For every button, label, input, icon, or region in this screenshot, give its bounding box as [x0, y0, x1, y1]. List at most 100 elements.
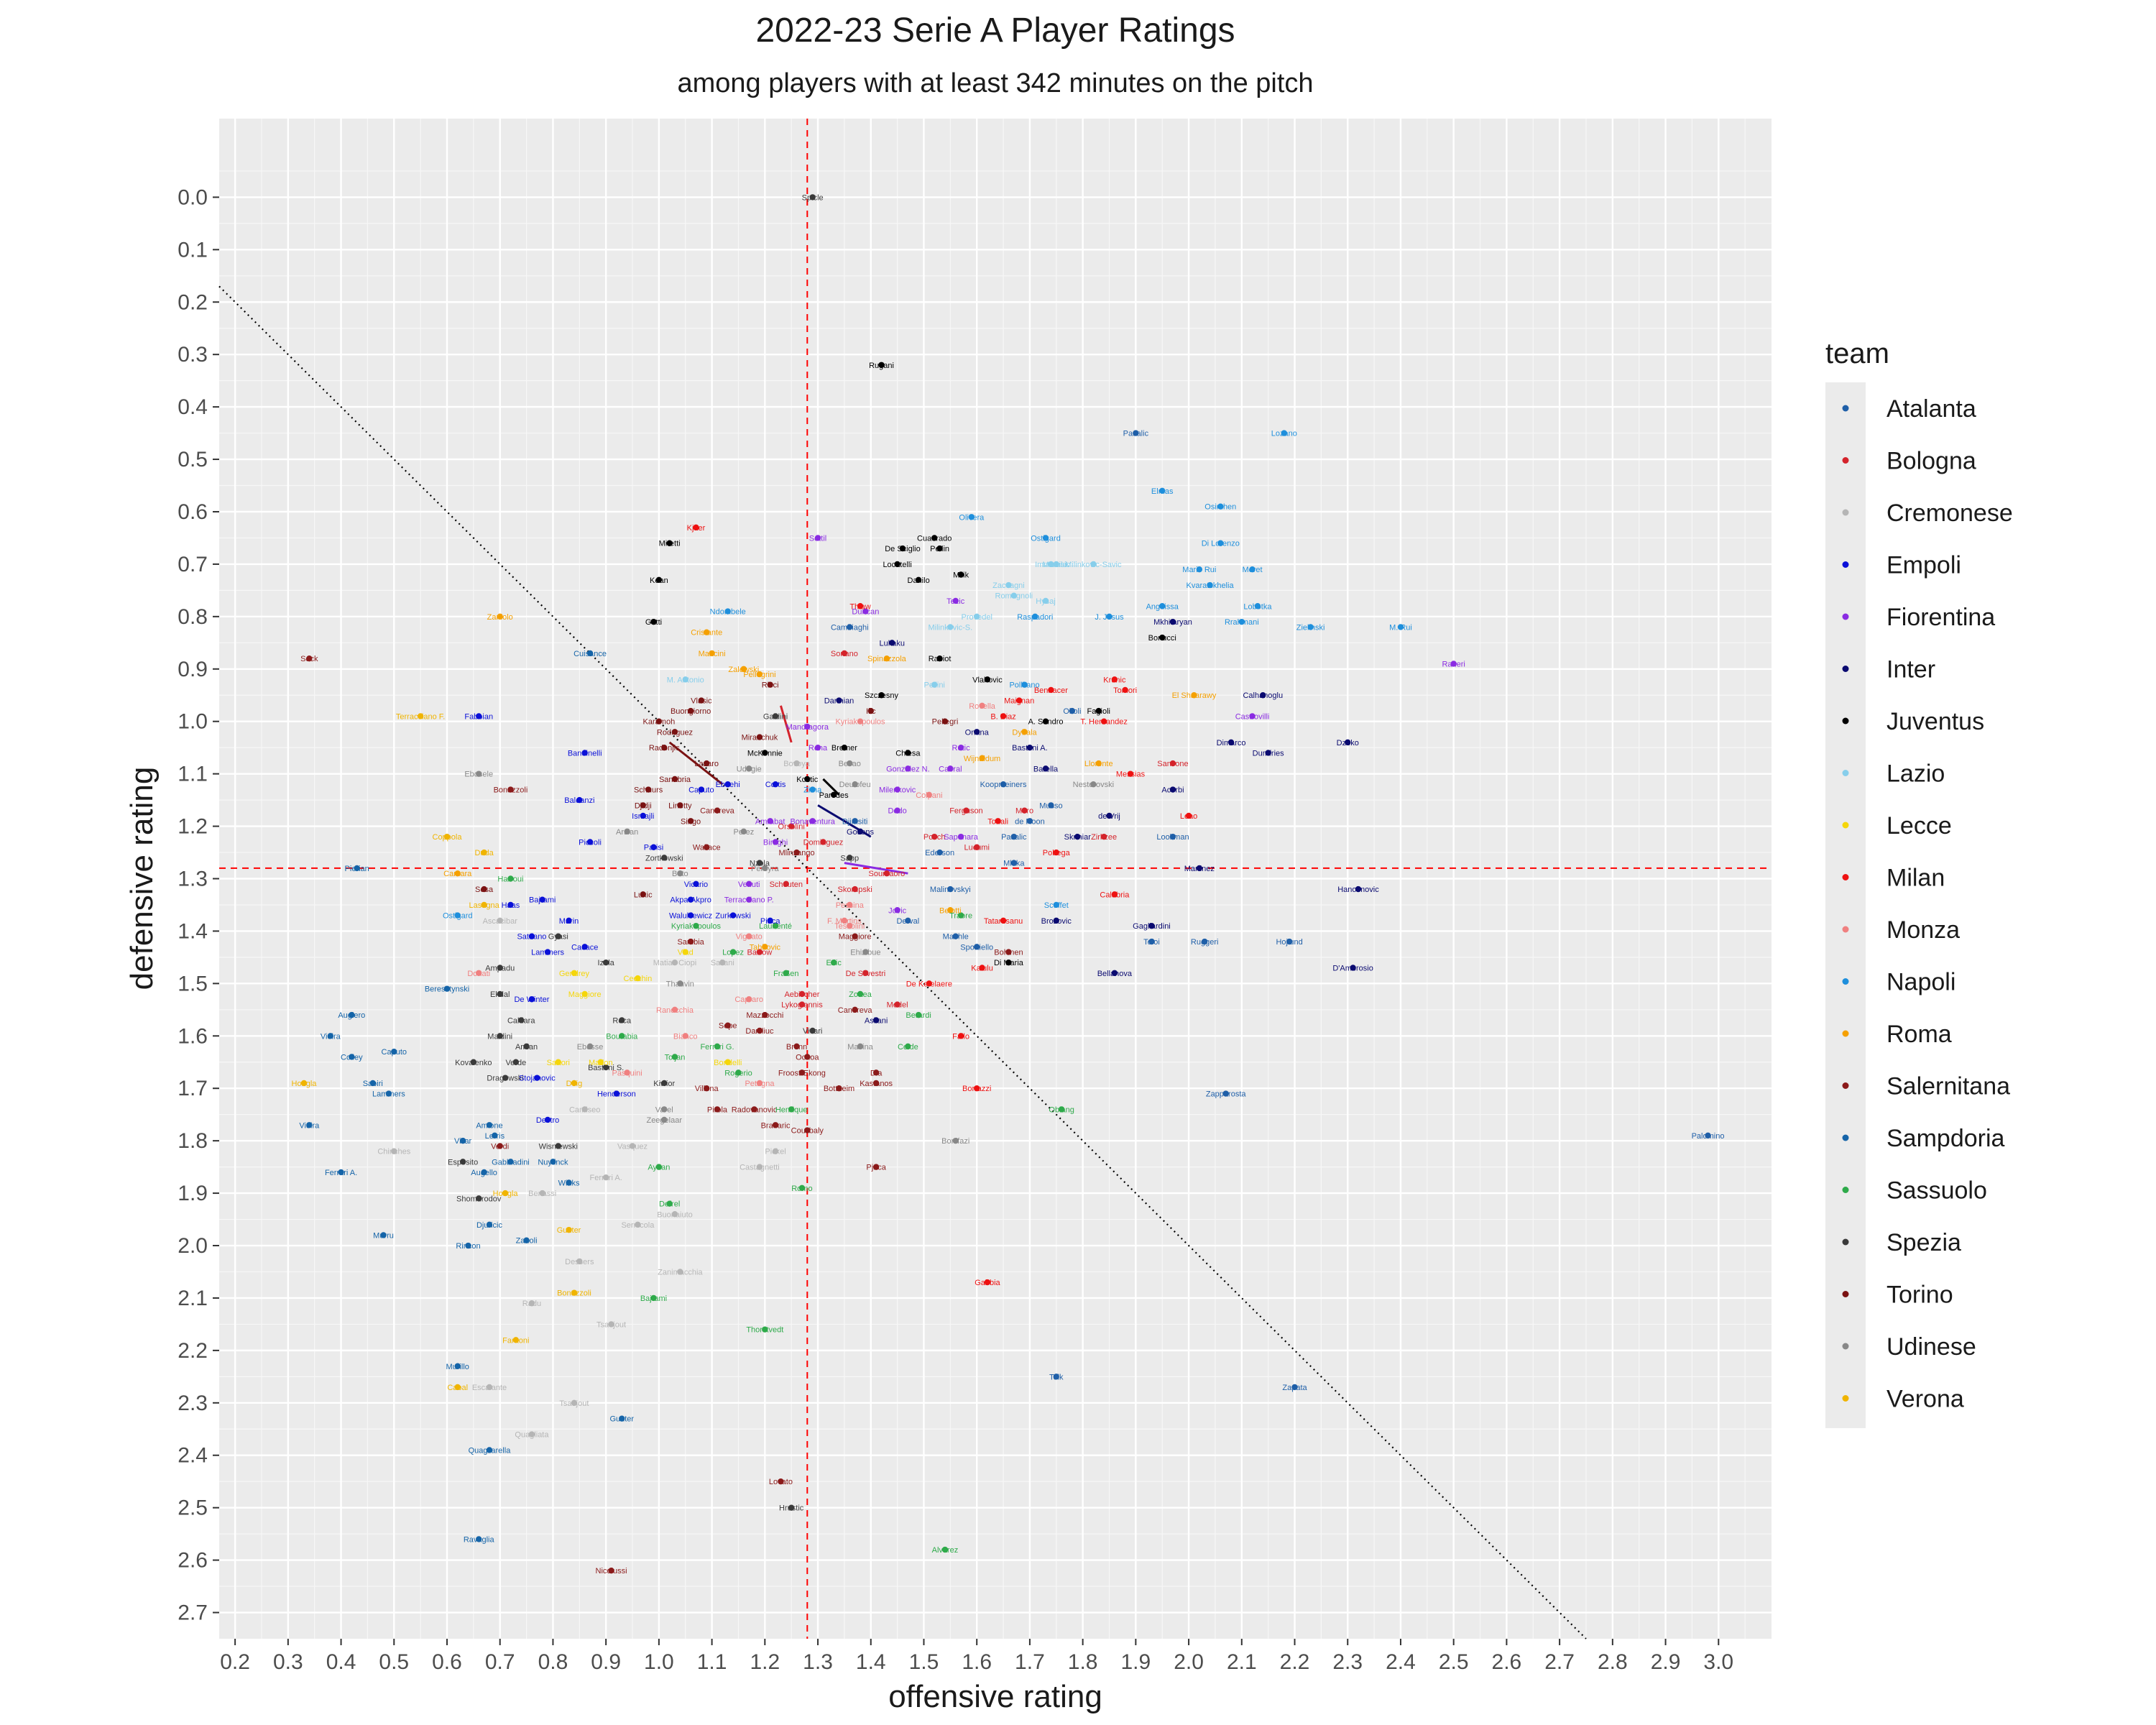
point-label: Alvarez	[932, 1546, 959, 1555]
point	[486, 1122, 493, 1128]
x-tick-label: 0.9	[591, 1650, 621, 1674]
point	[820, 839, 826, 845]
point-label: Rincon	[456, 1242, 480, 1251]
point	[936, 849, 943, 856]
point	[762, 1011, 768, 1018]
point-label: Augello	[471, 1169, 497, 1177]
point	[1053, 901, 1059, 908]
point	[650, 844, 657, 850]
point-label: Sabiri	[363, 1080, 383, 1088]
point-label: Mkhitaryan	[1153, 618, 1192, 627]
point-label: Bottheim	[824, 1085, 854, 1093]
legend-key	[1842, 561, 1849, 568]
point-label: Tahirovic	[750, 943, 781, 952]
x-tick-label: 2.4	[1386, 1650, 1416, 1674]
point-label: Di Lorenzo	[1202, 540, 1240, 548]
point-label: Kalulu	[971, 964, 993, 972]
point-label: Haas	[502, 901, 520, 910]
point-label: Zielinski	[1296, 623, 1325, 632]
point	[555, 933, 562, 939]
y-tick-label: 0.4	[178, 395, 208, 419]
point	[597, 1059, 604, 1065]
point-label: Musso	[1039, 801, 1062, 810]
point-label: McKennie	[747, 749, 783, 758]
point-label: Fagioli	[1087, 707, 1110, 716]
point-label: Mlaka	[1003, 860, 1025, 868]
x-tick-label: 1.4	[856, 1650, 886, 1674]
point-label: Arslan	[616, 828, 638, 837]
point	[687, 912, 694, 919]
point	[1122, 686, 1128, 694]
point	[756, 1080, 763, 1087]
point-label: Romagnoli	[995, 592, 1033, 601]
point	[1053, 849, 1059, 856]
point	[1191, 692, 1197, 699]
point-label: Dumfries	[1253, 749, 1285, 758]
point-label: Saponara	[944, 833, 979, 842]
point-label: Miretti	[659, 540, 681, 548]
point	[762, 865, 768, 872]
legend-key	[1842, 1187, 1849, 1193]
point	[640, 812, 646, 819]
point-label: Zanoli	[516, 1237, 538, 1246]
point-label: Provedel	[961, 613, 992, 622]
point-label: Henderson	[597, 1090, 636, 1099]
y-tick-label: 0.6	[178, 500, 208, 524]
point-label: Zortkowski	[645, 854, 683, 862]
y-tick-label: 1.3	[178, 868, 208, 891]
point-label: Ehizibue	[850, 949, 880, 957]
point	[1100, 833, 1107, 840]
point	[762, 750, 768, 756]
point	[555, 1143, 562, 1149]
legend-label: Juventus	[1886, 708, 1984, 735]
point-label: Djimsiti	[842, 817, 867, 826]
point-label: Pasquini	[612, 1069, 642, 1077]
point	[746, 996, 752, 1003]
x-axis-ticks: 0.2 0.3 0.4 0.5 0.6 0.7 0.8 0.9 1.0 1.1 1.2 1.3 1.4 1…	[220, 1639, 1733, 1674]
point-label: Zapata	[1282, 1384, 1307, 1392]
point	[671, 776, 678, 783]
point	[1281, 430, 1287, 436]
point	[661, 1116, 668, 1123]
point-label: Hanolmovic	[1337, 886, 1379, 894]
point-label: Retic	[952, 744, 971, 753]
point-label: T. Hernandez	[1080, 718, 1127, 727]
point-label: Calhanoglu	[1243, 691, 1283, 700]
point-label: Bajrami	[529, 896, 556, 905]
point-label: Cabral	[939, 765, 962, 773]
point	[836, 1085, 842, 1092]
point-label: Krunic	[1103, 676, 1126, 684]
point	[793, 760, 800, 767]
point	[979, 702, 985, 709]
point	[788, 1106, 795, 1113]
point-label: Coulibaly	[791, 1127, 824, 1136]
x-tick-label: 2.9	[1651, 1650, 1681, 1674]
point	[566, 1179, 572, 1186]
point-label: Villena	[695, 1085, 719, 1093]
point-label: Ascacibar	[483, 917, 518, 926]
point-label: Kiwior	[653, 1080, 675, 1088]
point	[1010, 833, 1018, 840]
point-label: Becao	[839, 760, 861, 768]
point-label: Pobega	[1043, 849, 1071, 857]
point	[1005, 581, 1012, 589]
point	[1048, 802, 1054, 809]
point-label: Tonali	[987, 817, 1008, 826]
point	[704, 844, 710, 850]
point-label: Piaca	[760, 917, 780, 926]
point-label: Bonazzoli	[494, 786, 528, 795]
point	[602, 1174, 609, 1181]
point	[836, 697, 842, 704]
point	[661, 1106, 668, 1113]
x-tick-label: 2.1	[1227, 1650, 1257, 1674]
point	[1042, 597, 1049, 604]
legend-label: Roma	[1886, 1021, 1952, 1048]
point	[830, 791, 837, 799]
point-label: Bohinen	[994, 949, 1023, 957]
point-label: Ekdal	[490, 990, 510, 999]
point	[1042, 535, 1049, 541]
point-label: Mario Rui	[1182, 566, 1216, 574]
point-label: Pessina	[836, 901, 865, 910]
point	[1169, 618, 1176, 625]
point-label: Wisniewski	[539, 1142, 578, 1151]
